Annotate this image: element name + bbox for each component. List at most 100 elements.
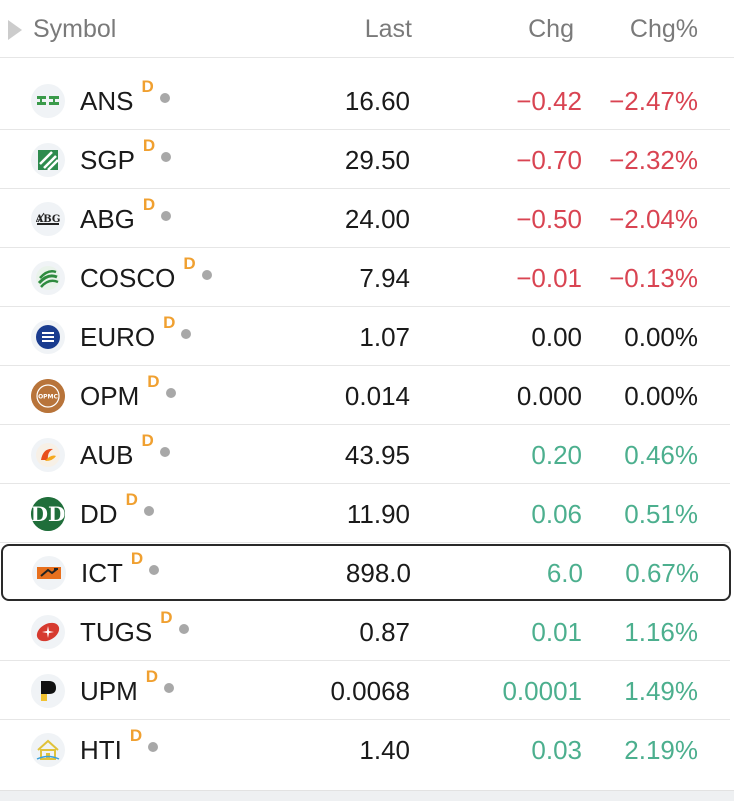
last-price: 0.87 <box>359 617 410 647</box>
change-percent: 0.00% <box>624 322 698 352</box>
sort-tab-icon[interactable] <box>8 20 22 40</box>
symbol-text: ICT <box>81 558 123 588</box>
last-price: 29.50 <box>344 145 410 175</box>
table-row[interactable]: HTI D 1.40 0.03 2.19% <box>0 720 730 779</box>
table-header: Symbol Last Chg Chg% <box>0 0 734 58</box>
symbol-text: EURO <box>80 322 156 352</box>
change: 0.03 <box>531 735 582 765</box>
delayed-badge: D <box>142 195 156 214</box>
table-row[interactable]: EURO D 1.07 0.00 0.00% <box>0 307 730 366</box>
symbol-cell: UPM D <box>80 667 175 707</box>
symbol-text: ANS <box>80 86 134 116</box>
market-status-dot-icon <box>161 152 172 162</box>
aub-logo-icon <box>31 438 65 472</box>
symbol-cell: ICT D <box>81 549 160 589</box>
table-row[interactable]: TUGS D 0.87 0.01 1.16% <box>0 602 730 661</box>
symbol-cell: AUB D <box>80 431 170 471</box>
table-row[interactable]: ANS D 16.60 −0.42 −2.47% <box>0 71 730 130</box>
delayed-badge: D <box>163 313 176 332</box>
change-percent: 0.51% <box>624 499 698 529</box>
table-row[interactable]: ICT D 898.0 6.0 0.67% <box>1 544 731 601</box>
symbol-cell: SGP D <box>80 136 172 176</box>
table-row[interactable]: AUB D 43.95 0.20 0.46% <box>0 425 730 484</box>
change: −0.70 <box>516 145 582 175</box>
dd-logo-icon: DD <box>31 497 65 531</box>
delayed-badge: D <box>130 549 144 568</box>
delayed-badge: D <box>145 667 159 686</box>
last-price: 11.90 <box>346 499 410 529</box>
watchlist-rows: ANS D 16.60 −0.42 −2.47% SGP D 29.50 −0.70 −2.32%… <box>0 71 734 779</box>
market-status-dot-icon <box>201 270 212 280</box>
change: −0.50 <box>516 204 582 234</box>
upm-logo-icon <box>31 674 65 708</box>
change-percent: −2.04% <box>609 204 698 234</box>
abg-logo-icon: ABG <box>31 202 65 236</box>
last-price: 1.07 <box>359 322 410 352</box>
symbol-cell: TUGS D <box>80 608 189 648</box>
table-row[interactable]: OPMC OPM D 0.014 0.000 0.00% <box>0 366 730 425</box>
cosco-logo-icon <box>31 261 65 295</box>
last-price: 1.40 <box>359 735 410 765</box>
svg-text:DD: DD <box>31 502 65 526</box>
header-chg-percent[interactable]: Chg% <box>629 15 698 43</box>
market-status-dot-icon <box>164 683 175 693</box>
market-status-dot-icon <box>181 329 192 339</box>
change-percent: 2.19% <box>624 735 698 765</box>
euro-logo-icon <box>31 320 65 354</box>
market-status-dot-icon <box>165 388 176 398</box>
last-price: 0.014 <box>344 381 410 411</box>
symbol-text: SGP <box>80 145 135 175</box>
symbol-text: DD <box>80 499 118 529</box>
table-row[interactable]: UPM D 0.0068 0.0001 1.49% <box>0 661 730 720</box>
market-status-dot-icon <box>178 624 189 634</box>
change: 0.06 <box>531 499 582 529</box>
change: 0.00 <box>531 322 582 352</box>
change: 0.0001 <box>502 676 582 706</box>
change: −0.42 <box>516 86 582 116</box>
svg-text:OPMC: OPMC <box>38 394 58 401</box>
market-status-dot-icon <box>159 93 170 103</box>
header-last[interactable]: Last <box>364 15 412 43</box>
symbol-cell: DD D <box>80 490 154 530</box>
change: 6.0 <box>546 558 583 588</box>
header-chg[interactable]: Chg <box>528 15 574 43</box>
delayed-badge: D <box>129 726 143 745</box>
tugs-logo-icon <box>31 615 65 649</box>
change-percent: 1.49% <box>624 676 698 706</box>
market-status-dot-icon <box>159 447 170 457</box>
hti-logo-icon <box>31 733 65 767</box>
delayed-badge: D <box>142 136 156 155</box>
ans-logo-icon <box>31 84 65 118</box>
symbol-cell: OPM D <box>80 372 176 412</box>
market-status-dot-icon <box>143 506 154 516</box>
change-percent: −2.32% <box>609 145 698 175</box>
header-symbol[interactable]: Symbol <box>33 15 117 43</box>
delayed-badge: D <box>141 77 154 96</box>
symbol-cell: EURO D <box>80 313 192 353</box>
change-percent: 0.46% <box>624 440 698 470</box>
change: 0.01 <box>531 617 582 647</box>
delayed-badge: D <box>147 372 160 391</box>
table-row[interactable]: SGP D 29.50 −0.70 −2.32% <box>0 130 730 189</box>
last-price: 24.00 <box>344 204 410 234</box>
symbol-cell: ANS D <box>80 77 170 117</box>
market-status-dot-icon <box>161 211 172 221</box>
symbol-text: OPM <box>80 381 140 411</box>
symbol-cell: HTI D <box>80 726 159 766</box>
bottom-bar <box>0 790 734 801</box>
table-row[interactable]: ABG ABG D 24.00 −0.50 −2.04% <box>0 189 730 248</box>
market-status-dot-icon <box>148 742 159 752</box>
last-price: 16.60 <box>344 86 410 116</box>
change-percent: −0.13% <box>609 263 698 293</box>
svg-text:ABG: ABG <box>36 214 60 225</box>
last-price: 898.0 <box>345 558 411 588</box>
sgp-logo-icon <box>31 143 65 177</box>
opm-logo-icon: OPMC <box>31 379 65 413</box>
symbol-text: ABG <box>80 204 135 234</box>
change-percent: 1.16% <box>624 617 698 647</box>
symbol-text: AUB <box>80 440 134 470</box>
symbol-text: TUGS <box>80 617 153 647</box>
ict-logo-icon <box>32 556 66 590</box>
table-row[interactable]: COSCO D 7.94 −0.01 −0.13% <box>0 248 730 307</box>
table-row[interactable]: DD DD D 11.90 0.06 0.51% <box>0 484 730 543</box>
